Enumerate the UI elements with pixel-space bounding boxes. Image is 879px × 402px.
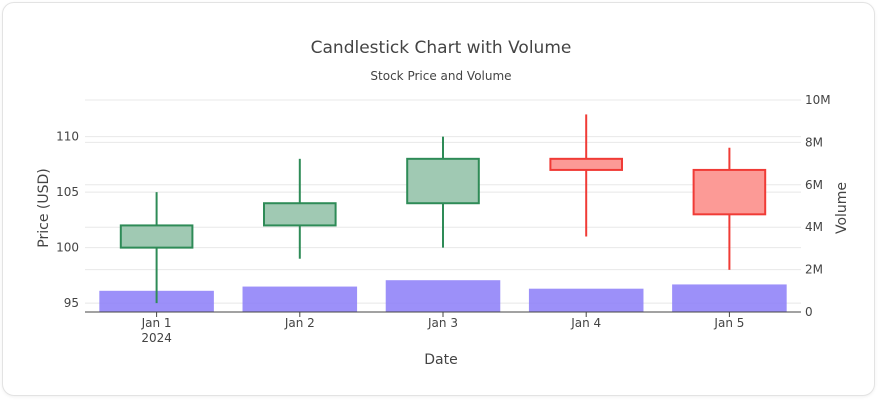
y2-axis-title: Volume [834, 182, 850, 234]
x-tick-label: Jan 3 [427, 316, 458, 330]
y-tick-label: 105 [56, 185, 79, 199]
candle-body [119, 224, 194, 249]
candlestick [406, 136, 480, 248]
x-tick-label: Jan 1 [141, 316, 172, 330]
volume-bars [99, 280, 787, 312]
candle-body [263, 202, 337, 227]
y-tick-label: 95 [64, 296, 79, 310]
candlestick [263, 158, 337, 259]
candle-body [549, 157, 624, 171]
y2-tick-label: 0 [805, 305, 813, 319]
axes: 95 100 105 110 0 2M 4M 6M 8M 10M Jan 1 Jan 2 Jan 3 Ja… [56, 93, 831, 345]
chart-card: Candlestick Chart with Volume Stock Pric… [2, 2, 875, 396]
x-axis-title: Date [424, 352, 457, 368]
volume-bar [528, 288, 644, 312]
candlestick [119, 192, 194, 304]
y2-tick-label: 2M [805, 263, 823, 277]
x-tick-label: Jan 5 [713, 316, 744, 330]
candlestick [549, 114, 624, 237]
y2-tick-label: 8M [805, 135, 823, 149]
chart-subtitle: Stock Price and Volume [370, 69, 511, 83]
candle-body [692, 168, 767, 216]
chart-title: Candlestick Chart with Volume [311, 38, 572, 58]
candlesticks [119, 114, 767, 304]
y-tick-label: 110 [56, 130, 79, 144]
y-axis-title: Price (USD) [36, 168, 52, 247]
y-tick-label: 100 [56, 241, 79, 255]
x-tick-label: Jan 2 [284, 316, 315, 330]
volume-bar [242, 286, 358, 312]
candlestick-volume-chart: Candlestick Chart with Volume Stock Pric… [36, 38, 850, 368]
y2-tick-label: 6M [805, 178, 823, 192]
y2-tick-label: 10M [805, 93, 831, 107]
y2-tick-label: 4M [805, 220, 823, 234]
x-year-label: 2024 [141, 331, 172, 345]
volume-bar [672, 284, 787, 312]
candle-body [406, 157, 480, 205]
candlestick [692, 147, 767, 270]
x-tick-label: Jan 4 [570, 316, 601, 330]
volume-bar [385, 280, 501, 312]
